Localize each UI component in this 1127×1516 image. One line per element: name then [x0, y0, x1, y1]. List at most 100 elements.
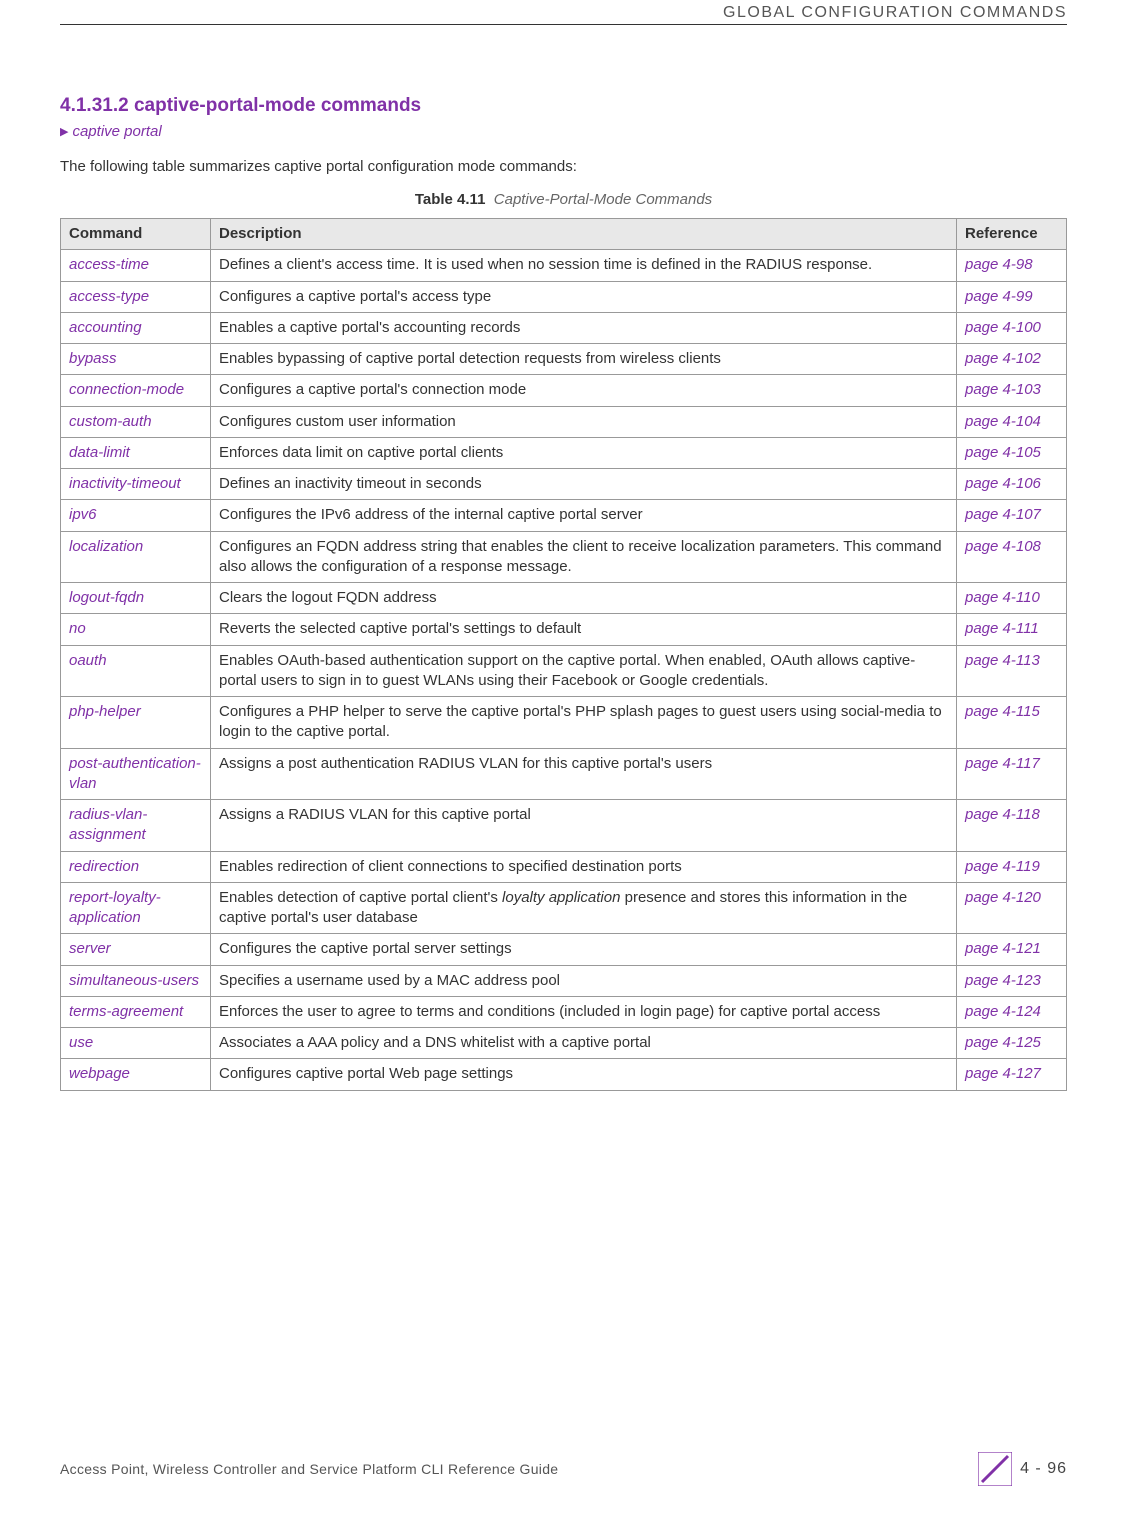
- command-link[interactable]: logout-fqdn: [61, 583, 211, 614]
- reference-link[interactable]: page 4-105: [957, 437, 1067, 468]
- reference-link[interactable]: page 4-127: [957, 1059, 1067, 1090]
- command-link[interactable]: use: [61, 1028, 211, 1059]
- command-link[interactable]: report-loyalty-application: [61, 882, 211, 934]
- table-row: custom-authConfigures custom user inform…: [61, 406, 1067, 437]
- reference-link[interactable]: page 4-108: [957, 531, 1067, 583]
- command-link[interactable]: oauth: [61, 645, 211, 697]
- table-header-row: Command Description Reference: [61, 219, 1067, 250]
- command-link[interactable]: ipv6: [61, 500, 211, 531]
- reference-link[interactable]: page 4-104: [957, 406, 1067, 437]
- command-link[interactable]: no: [61, 614, 211, 645]
- table-row: report-loyalty-applicationEnables detect…: [61, 882, 1067, 934]
- command-link[interactable]: data-limit: [61, 437, 211, 468]
- command-description: Enables bypassing of captive portal dete…: [211, 344, 957, 375]
- command-description: Configures captive portal Web page setti…: [211, 1059, 957, 1090]
- reference-link[interactable]: page 4-115: [957, 697, 1067, 749]
- command-description: Specifies a username used by a MAC addre…: [211, 965, 957, 996]
- reference-link[interactable]: page 4-110: [957, 583, 1067, 614]
- command-link[interactable]: post-authentication-vlan: [61, 748, 211, 800]
- page-footer: Access Point, Wireless Controller and Se…: [60, 1452, 1067, 1486]
- page-number-badge: 4 - 96: [978, 1452, 1067, 1486]
- table-row: data-limitEnforces data limit on captive…: [61, 437, 1067, 468]
- table-row: post-authentication-vlanAssigns a post a…: [61, 748, 1067, 800]
- col-header-description: Description: [211, 219, 957, 250]
- reference-link[interactable]: page 4-125: [957, 1028, 1067, 1059]
- command-link[interactable]: accounting: [61, 312, 211, 343]
- command-link[interactable]: webpage: [61, 1059, 211, 1090]
- page-number: 4 - 96: [1020, 1460, 1067, 1478]
- command-description: Configures the captive portal server set…: [211, 934, 957, 965]
- command-link[interactable]: custom-auth: [61, 406, 211, 437]
- command-description: Configures custom user information: [211, 406, 957, 437]
- table-row: webpageConfigures captive portal Web pag…: [61, 1059, 1067, 1090]
- command-description: Configures a captive portal's connection…: [211, 375, 957, 406]
- command-link[interactable]: connection-mode: [61, 375, 211, 406]
- table-row: logout-fqdnClears the logout FQDN addres…: [61, 583, 1067, 614]
- command-description: Reverts the selected captive portal's se…: [211, 614, 957, 645]
- reference-link[interactable]: page 4-103: [957, 375, 1067, 406]
- page-badge-icon: [978, 1452, 1012, 1486]
- reference-link[interactable]: page 4-106: [957, 469, 1067, 500]
- breadcrumb[interactable]: ▶ captive portal: [60, 123, 1067, 140]
- reference-link[interactable]: page 4-117: [957, 748, 1067, 800]
- command-link[interactable]: simultaneous-users: [61, 965, 211, 996]
- command-description: Enables redirection of client connection…: [211, 851, 957, 882]
- commands-table: Command Description Reference access-tim…: [60, 218, 1067, 1091]
- table-row: access-typeConfigures a captive portal's…: [61, 281, 1067, 312]
- table-row: redirectionEnables redirection of client…: [61, 851, 1067, 882]
- table-row: useAssociates a AAA policy and a DNS whi…: [61, 1028, 1067, 1059]
- command-description: Defines a client's access time. It is us…: [211, 250, 957, 281]
- command-link[interactable]: localization: [61, 531, 211, 583]
- command-link[interactable]: radius-vlan-assignment: [61, 800, 211, 852]
- command-description: Enforces data limit on captive portal cl…: [211, 437, 957, 468]
- reference-link[interactable]: page 4-124: [957, 996, 1067, 1027]
- reference-link[interactable]: page 4-120: [957, 882, 1067, 934]
- table-caption: Table 4.11 Captive-Portal-Mode Commands: [60, 191, 1067, 208]
- command-link[interactable]: access-time: [61, 250, 211, 281]
- table-row: oauthEnables OAuth-based authentication …: [61, 645, 1067, 697]
- table-row: terms-agreementEnforces the user to agre…: [61, 996, 1067, 1027]
- table-row: bypassEnables bypassing of captive porta…: [61, 344, 1067, 375]
- command-description: Enables detection of captive portal clie…: [211, 882, 957, 934]
- breadcrumb-label: captive portal: [72, 123, 161, 140]
- section-heading: 4.1.31.2 captive-portal-mode commands: [60, 95, 1067, 117]
- table-row: access-timeDefines a client's access tim…: [61, 250, 1067, 281]
- table-row: noReverts the selected captive portal's …: [61, 614, 1067, 645]
- table-caption-title: Captive-Portal-Mode Commands: [490, 191, 713, 208]
- table-row: php-helperConfigures a PHP helper to ser…: [61, 697, 1067, 749]
- table-row: serverConfigures the captive portal serv…: [61, 934, 1067, 965]
- reference-link[interactable]: page 4-118: [957, 800, 1067, 852]
- reference-link[interactable]: page 4-100: [957, 312, 1067, 343]
- reference-link[interactable]: page 4-102: [957, 344, 1067, 375]
- command-description: Configures the IPv6 address of the inter…: [211, 500, 957, 531]
- col-header-command: Command: [61, 219, 211, 250]
- command-description: Configures an FQDN address string that e…: [211, 531, 957, 583]
- reference-link[interactable]: page 4-107: [957, 500, 1067, 531]
- table-row: inactivity-timeoutDefines an inactivity …: [61, 469, 1067, 500]
- footer-doc-title: Access Point, Wireless Controller and Se…: [60, 1461, 558, 1477]
- reference-link[interactable]: page 4-98: [957, 250, 1067, 281]
- command-link[interactable]: access-type: [61, 281, 211, 312]
- reference-link[interactable]: page 4-113: [957, 645, 1067, 697]
- section-number: 4.1.31.2: [60, 95, 129, 116]
- table-row: radius-vlan-assignmentAssigns a RADIUS V…: [61, 800, 1067, 852]
- reference-link[interactable]: page 4-111: [957, 614, 1067, 645]
- command-description: Associates a AAA policy and a DNS whitel…: [211, 1028, 957, 1059]
- breadcrumb-arrow-icon: ▶: [60, 125, 68, 138]
- col-header-reference: Reference: [957, 219, 1067, 250]
- command-link[interactable]: server: [61, 934, 211, 965]
- section-title: captive-portal-mode commands: [134, 95, 421, 116]
- command-link[interactable]: inactivity-timeout: [61, 469, 211, 500]
- reference-link[interactable]: page 4-123: [957, 965, 1067, 996]
- command-link[interactable]: redirection: [61, 851, 211, 882]
- command-link[interactable]: bypass: [61, 344, 211, 375]
- reference-link[interactable]: page 4-99: [957, 281, 1067, 312]
- command-link[interactable]: terms-agreement: [61, 996, 211, 1027]
- reference-link[interactable]: page 4-121: [957, 934, 1067, 965]
- reference-link[interactable]: page 4-119: [957, 851, 1067, 882]
- command-link[interactable]: php-helper: [61, 697, 211, 749]
- table-caption-label: Table 4.11: [415, 191, 486, 208]
- intro-paragraph: The following table summarizes captive p…: [60, 158, 1067, 175]
- command-description: Assigns a RADIUS VLAN for this captive p…: [211, 800, 957, 852]
- table-row: ipv6Configures the IPv6 address of the i…: [61, 500, 1067, 531]
